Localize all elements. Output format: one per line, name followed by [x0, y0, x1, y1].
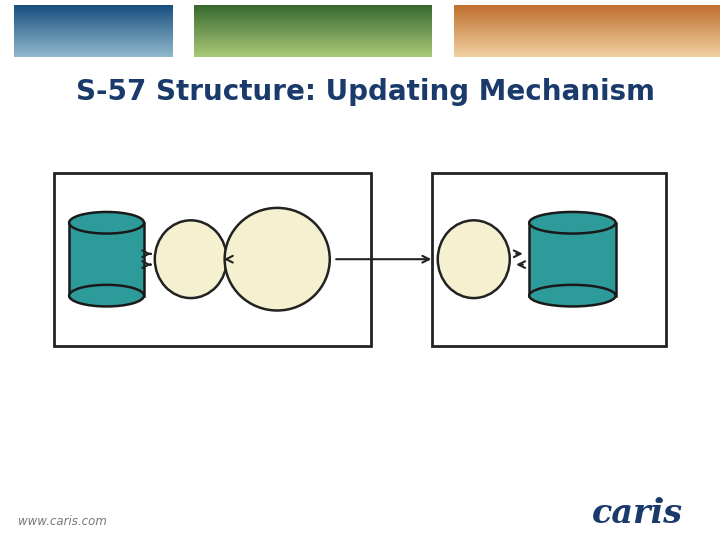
Bar [529, 222, 616, 296]
Ellipse shape [438, 220, 510, 298]
Ellipse shape [69, 212, 144, 233]
Ellipse shape [155, 220, 227, 298]
Ellipse shape [225, 208, 330, 310]
Text: S-57 Structure: Updating Mechanism: S-57 Structure: Updating Mechanism [76, 78, 654, 106]
Text: www.caris.com: www.caris.com [18, 515, 107, 528]
Ellipse shape [529, 285, 616, 307]
Text: caris: caris [592, 497, 683, 530]
Bar [0, 38, 720, 70]
Bar [432, 173, 666, 346]
Bar [69, 222, 144, 296]
Ellipse shape [69, 285, 144, 307]
Ellipse shape [529, 212, 616, 233]
Bar [54, 173, 371, 346]
